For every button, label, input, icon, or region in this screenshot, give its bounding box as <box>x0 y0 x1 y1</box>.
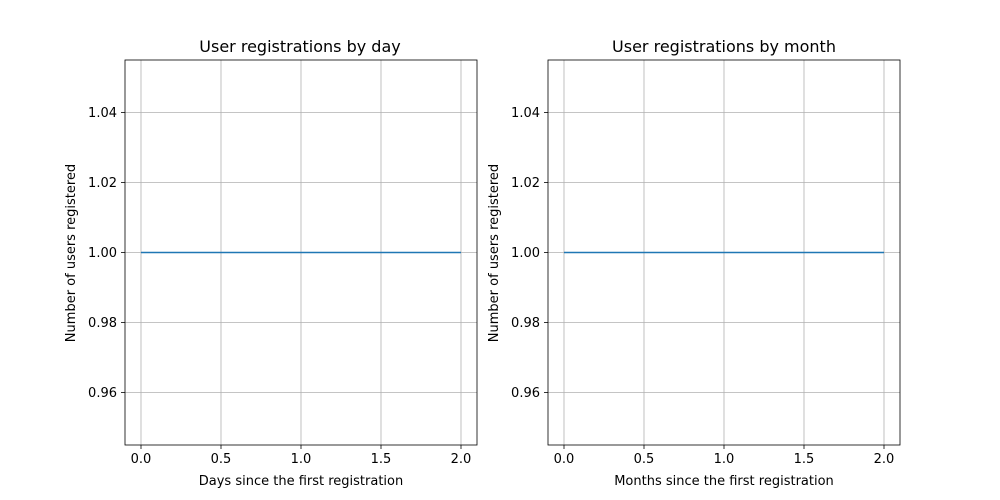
x-tick-label: 2.0 <box>874 452 895 467</box>
y-tick-label: 1.02 <box>88 176 117 191</box>
x-tick-label: 0.5 <box>211 452 232 467</box>
chart-panel-day: User registrations by day Days since the… <box>64 37 478 489</box>
y-tick-label: 1.00 <box>511 246 540 261</box>
chart-title: User registrations by month <box>612 37 836 56</box>
y-axis-label: Number of users registered <box>487 164 502 342</box>
x-tick-label: 0.0 <box>554 452 575 467</box>
x-tick-label: 0.5 <box>634 452 655 467</box>
y-tick-label: 0.96 <box>511 386 540 401</box>
y-tick-label: 1.00 <box>88 246 117 261</box>
x-tick-label: 1.5 <box>794 452 815 467</box>
x-tick-label: 1.0 <box>291 452 312 467</box>
y-tick-label: 0.98 <box>511 316 540 331</box>
x-tick-label: 0.0 <box>131 452 152 467</box>
y-tick-label: 1.02 <box>511 176 540 191</box>
chart-title: User registrations by day <box>199 37 400 56</box>
x-tick-label: 1.0 <box>714 452 735 467</box>
y-tick-label: 0.96 <box>88 386 117 401</box>
y-tick-label: 1.04 <box>88 106 117 121</box>
x-tick-label: 2.0 <box>451 452 472 467</box>
x-axis-label: Days since the first registration <box>199 474 403 489</box>
x-tick-label: 1.5 <box>371 452 392 467</box>
y-tick-label: 1.04 <box>511 106 540 121</box>
y-axis-label: Number of users registered <box>64 164 79 342</box>
chart-panel-month: User registrations by month Months since… <box>487 37 901 489</box>
x-axis-label: Months since the first registration <box>614 474 834 489</box>
y-tick-label: 0.98 <box>88 316 117 331</box>
